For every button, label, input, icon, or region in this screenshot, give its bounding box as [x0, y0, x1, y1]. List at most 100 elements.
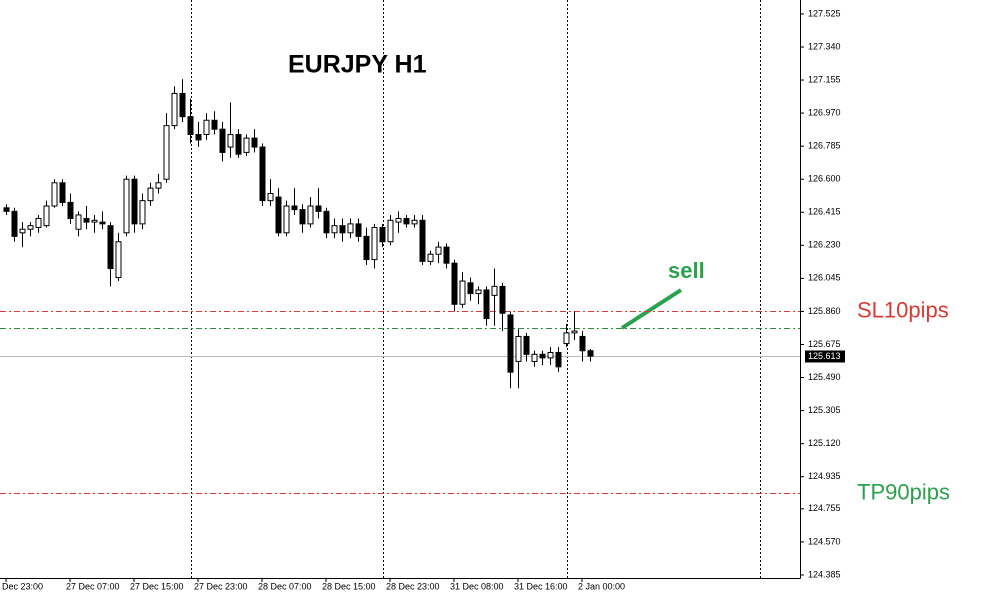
candle-body: [115, 241, 122, 278]
candle-body: [571, 330, 578, 334]
candle-body: [331, 225, 338, 234]
current-price-label: 125.613: [808, 351, 841, 361]
candle-body: [147, 187, 154, 202]
candle-body: [539, 353, 546, 359]
candle-body: [307, 205, 314, 225]
candle-body: [267, 193, 274, 202]
candle-body: [507, 314, 514, 373]
candle-body: [371, 226, 378, 261]
candle-body: [587, 350, 594, 357]
candle-body: [419, 219, 426, 262]
candle-body: [411, 219, 418, 225]
candle-body: [123, 178, 130, 234]
y-tick-label: 124.755: [808, 503, 841, 513]
candle-body: [547, 352, 554, 359]
x-tick-label: 31 Dec 08:00: [450, 581, 504, 591]
candle-body: [475, 289, 482, 295]
candle-body: [531, 353, 538, 362]
candle-body: [3, 207, 10, 212]
candle-body: [19, 228, 26, 234]
y-tick-label: 126.415: [808, 207, 841, 217]
candle-body: [219, 128, 226, 153]
candle-body: [379, 226, 386, 243]
candle-body: [91, 219, 98, 223]
candle-body: [195, 134, 202, 141]
candle-body: [387, 219, 394, 243]
x-tick-label: 2 Jan 00:00: [578, 581, 625, 591]
x-tick-label: 27 Dec 15:00: [130, 581, 184, 591]
candle-body: [563, 332, 570, 345]
candle-body: [579, 335, 586, 352]
candle-body: [179, 92, 186, 118]
candle-body: [67, 201, 74, 220]
candle-body: [339, 225, 346, 234]
candle-body: [499, 285, 506, 314]
sell-annotation: sell: [668, 258, 705, 283]
candle-body: [35, 218, 42, 228]
level-label: TP90pips: [857, 479, 950, 504]
candle-body: [491, 285, 498, 296]
x-tick-label: 27 Dec 07:00: [66, 581, 120, 591]
candle-body: [211, 119, 218, 130]
y-tick-label: 126.230: [808, 240, 841, 250]
candle-body: [315, 205, 322, 212]
candle-body: [427, 253, 434, 262]
candle-body: [227, 134, 234, 148]
candle-body: [171, 92, 178, 127]
y-tick-label: 126.785: [808, 141, 841, 151]
current-price-box: [805, 350, 845, 363]
candle-body: [187, 116, 194, 136]
candle-body: [203, 119, 210, 136]
candle-body: [459, 280, 466, 305]
candle-body: [347, 223, 354, 234]
candle-body: [435, 246, 442, 255]
level-label: SL10pips: [857, 297, 949, 322]
candle-body: [363, 235, 370, 261]
y-tick-label: 124.570: [808, 536, 841, 546]
candle-body: [555, 352, 562, 368]
candle-body: [403, 218, 410, 225]
y-tick-label: 125.860: [808, 306, 841, 316]
x-tick-label: 31 Dec 16:00: [514, 581, 568, 591]
y-tick-label: 125.675: [808, 339, 841, 349]
candle-body: [451, 262, 458, 305]
candle-body: [299, 209, 306, 225]
candle-body: [523, 335, 530, 355]
candle-body: [259, 146, 266, 202]
y-tick-label: 125.120: [808, 438, 841, 448]
candle-body: [515, 335, 522, 362]
candle-body: [443, 246, 450, 264]
x-tick-label: 27 Dec 23:00: [194, 581, 248, 591]
y-tick-label: 124.935: [808, 471, 841, 481]
y-tick-label: 127.340: [808, 41, 841, 51]
y-tick-label: 125.305: [808, 405, 841, 415]
candle-body: [283, 205, 290, 234]
y-tick-label: 127.155: [808, 74, 841, 84]
candle-body: [235, 134, 242, 155]
candle-body: [467, 282, 474, 295]
x-tick-label: 28 Dec 23:00: [386, 581, 440, 591]
candle-body: [291, 205, 298, 211]
y-tick-label: 126.045: [808, 273, 841, 283]
candle-body: [275, 196, 282, 234]
candle-body: [75, 214, 82, 230]
chart-title: EURJPY H1: [288, 51, 427, 79]
candle-body: [323, 210, 330, 234]
candle-body: [59, 182, 66, 203]
period-separators: [191, 0, 761, 578]
candle-body: [107, 225, 114, 270]
candle-body: [243, 137, 250, 153]
x-tick-label: Dec 23:00: [2, 581, 43, 591]
y-tick-label: 126.970: [808, 107, 841, 117]
x-tick-label: 28 Dec 15:00: [322, 581, 376, 591]
candle-body: [27, 225, 34, 230]
candle-body: [11, 210, 18, 237]
candle-body: [99, 221, 106, 225]
candle-body: [251, 137, 258, 148]
candle-body: [51, 182, 58, 207]
candle-body: [483, 289, 490, 320]
candle-body: [139, 200, 146, 225]
y-tick-label: 127.525: [808, 8, 841, 18]
y-tick-label: 126.600: [808, 174, 841, 184]
